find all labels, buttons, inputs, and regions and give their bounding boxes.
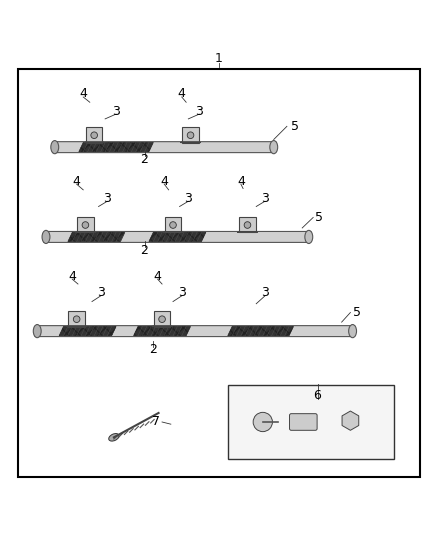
Circle shape bbox=[73, 316, 80, 322]
Text: 3: 3 bbox=[103, 192, 111, 205]
Text: 7: 7 bbox=[152, 416, 160, 429]
Ellipse shape bbox=[33, 325, 41, 338]
Text: 3: 3 bbox=[112, 104, 120, 117]
Text: 4: 4 bbox=[79, 87, 87, 100]
Text: 5: 5 bbox=[315, 211, 323, 224]
Circle shape bbox=[244, 222, 251, 228]
Text: 5: 5 bbox=[353, 306, 360, 319]
FancyBboxPatch shape bbox=[86, 127, 102, 142]
Polygon shape bbox=[228, 327, 293, 336]
Text: 3: 3 bbox=[261, 286, 269, 300]
Ellipse shape bbox=[270, 141, 278, 154]
Ellipse shape bbox=[42, 230, 50, 244]
Polygon shape bbox=[237, 231, 258, 232]
FancyBboxPatch shape bbox=[239, 217, 256, 232]
Polygon shape bbox=[44, 231, 311, 243]
Polygon shape bbox=[149, 232, 206, 241]
Circle shape bbox=[187, 132, 194, 139]
Circle shape bbox=[170, 222, 177, 228]
Text: 2: 2 bbox=[149, 343, 157, 356]
Text: 4: 4 bbox=[73, 175, 81, 188]
Text: 2: 2 bbox=[141, 152, 148, 166]
Ellipse shape bbox=[51, 141, 59, 154]
Text: 6: 6 bbox=[314, 389, 321, 402]
Polygon shape bbox=[59, 327, 116, 336]
Ellipse shape bbox=[349, 325, 357, 338]
FancyBboxPatch shape bbox=[182, 127, 199, 142]
Polygon shape bbox=[53, 142, 276, 152]
Ellipse shape bbox=[109, 433, 119, 441]
Text: 3: 3 bbox=[184, 192, 192, 205]
Text: 1: 1 bbox=[215, 52, 223, 65]
Polygon shape bbox=[180, 142, 201, 143]
FancyBboxPatch shape bbox=[290, 414, 317, 430]
Ellipse shape bbox=[305, 230, 313, 244]
Text: 5: 5 bbox=[291, 120, 299, 133]
Polygon shape bbox=[152, 326, 172, 327]
Circle shape bbox=[253, 413, 272, 432]
Text: 4: 4 bbox=[68, 270, 76, 282]
Text: 4: 4 bbox=[237, 175, 245, 188]
Bar bbox=[228, 385, 394, 459]
Text: 4: 4 bbox=[160, 175, 168, 188]
Text: 3: 3 bbox=[261, 192, 269, 205]
Polygon shape bbox=[79, 142, 153, 152]
Circle shape bbox=[82, 222, 89, 228]
Polygon shape bbox=[75, 231, 95, 232]
Polygon shape bbox=[68, 232, 125, 241]
Text: 4: 4 bbox=[154, 270, 162, 282]
Circle shape bbox=[91, 132, 98, 139]
Polygon shape bbox=[35, 326, 355, 336]
FancyBboxPatch shape bbox=[77, 217, 94, 232]
Text: 3: 3 bbox=[97, 286, 105, 300]
Text: 3: 3 bbox=[195, 104, 203, 117]
Polygon shape bbox=[67, 326, 87, 327]
Text: 3: 3 bbox=[178, 286, 186, 300]
Text: 4: 4 bbox=[178, 87, 186, 100]
Polygon shape bbox=[84, 142, 104, 143]
Text: 2: 2 bbox=[141, 244, 148, 257]
Polygon shape bbox=[134, 327, 191, 336]
FancyBboxPatch shape bbox=[154, 311, 170, 327]
Circle shape bbox=[159, 316, 166, 322]
FancyBboxPatch shape bbox=[68, 311, 85, 327]
Polygon shape bbox=[163, 231, 183, 232]
FancyBboxPatch shape bbox=[165, 217, 181, 232]
